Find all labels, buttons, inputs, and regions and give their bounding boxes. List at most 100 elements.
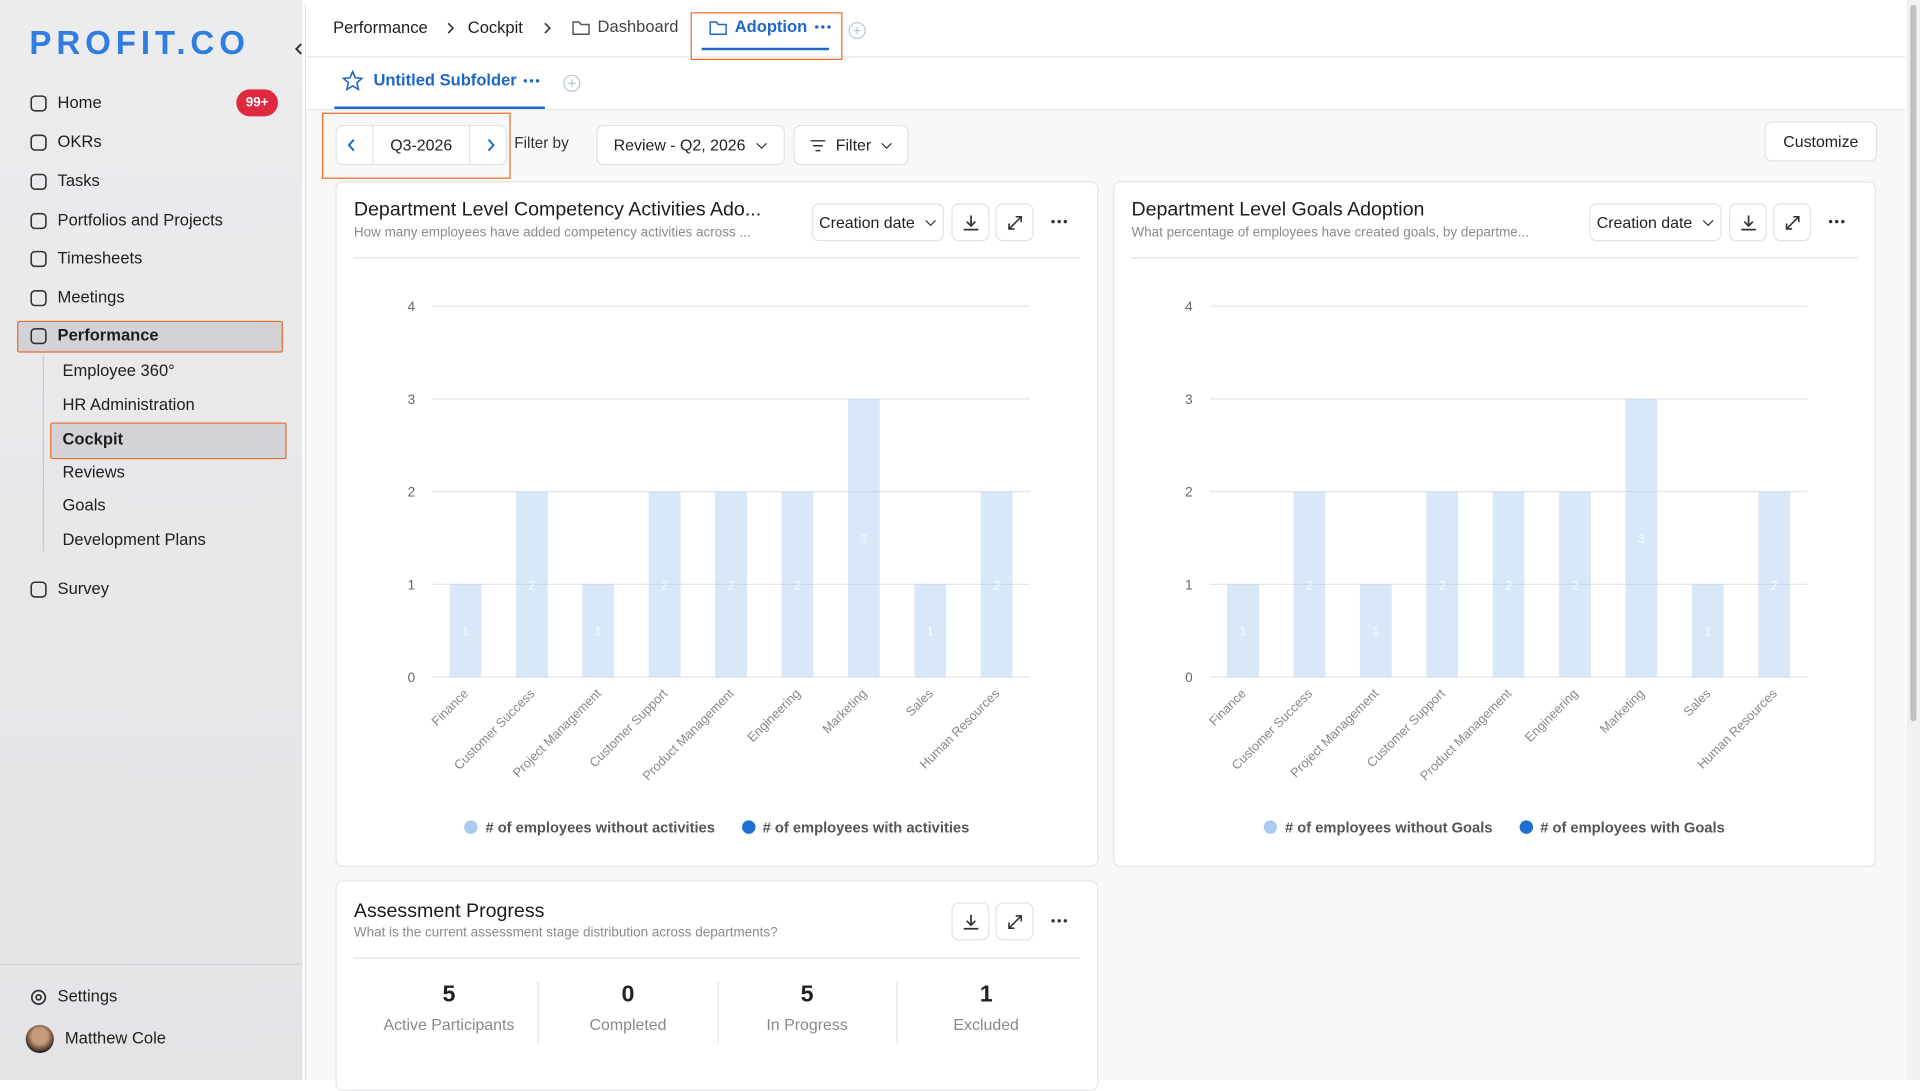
stat: 0 Completed	[537, 982, 717, 1044]
data-label: 3	[860, 532, 867, 546]
bar[interactable]	[1691, 584, 1724, 678]
download[interactable]	[1728, 203, 1767, 242]
divider	[306, 108, 1906, 111]
data-label: 2	[1306, 578, 1313, 592]
legend-item[interactable]: # of employees without Goals	[1264, 819, 1492, 836]
add-subtab[interactable]	[562, 73, 582, 93]
y-tick-label: 2	[408, 485, 415, 500]
stat-label: Completed	[589, 1015, 667, 1034]
nav-item[interactable]: Meetings	[57, 287, 125, 307]
bar[interactable]	[781, 491, 814, 678]
stats: 5 Active Participants 0 Completed 5 In Progre…	[360, 982, 1075, 1044]
breadcrumb[interactable]: Performance	[333, 18, 428, 37]
card-title: Assessment Progress	[353, 901, 545, 923]
expand[interactable]	[995, 902, 1034, 941]
stat-value: 5	[442, 982, 456, 1008]
download[interactable]	[951, 902, 990, 941]
y-tick-label: 0	[1185, 670, 1192, 685]
legend-item[interactable]: # of employees without activities	[464, 819, 715, 836]
nav-item[interactable]: Timesheets	[57, 248, 143, 267]
stat-label: Active Participants	[383, 1015, 515, 1034]
bar[interactable]	[1559, 491, 1591, 678]
data-label: 1	[1704, 625, 1711, 639]
bar[interactable]	[449, 584, 482, 678]
data-label: 2	[1771, 578, 1778, 592]
more-icon[interactable]	[814, 24, 831, 29]
chart-card: Department Level Goals Adoption What perc…	[1113, 181, 1876, 867]
bar[interactable]	[582, 584, 615, 678]
filter-button[interactable]: Filter	[793, 124, 909, 166]
bar[interactable]	[1227, 584, 1259, 678]
bar[interactable]	[1758, 491, 1791, 678]
data-label: 2	[1505, 578, 1512, 592]
legend-item[interactable]: # of employees with activities	[741, 819, 970, 837]
scrollbar[interactable]	[1906, 0, 1920, 1081]
nav-sub-item[interactable]: HR Administration	[62, 395, 195, 414]
prev[interactable]	[337, 126, 366, 164]
icon-shape	[30, 173, 47, 190]
data-label: 2	[1439, 578, 1446, 592]
nav-item[interactable]: Portfolios and Projects	[57, 210, 223, 229]
bar[interactable]	[515, 491, 548, 678]
more-icon[interactable]	[1051, 219, 1068, 224]
bar[interactable]	[980, 491, 1013, 678]
date-filter[interactable]: Creation date	[811, 203, 945, 242]
download[interactable]	[951, 203, 990, 242]
nav-item[interactable]: Performance	[57, 325, 159, 345]
stat-label: In Progress	[766, 1015, 848, 1034]
y-tick-label: 1	[1185, 577, 1192, 592]
nav-settings[interactable]: Settings	[57, 986, 118, 1006]
bar[interactable]	[1625, 398, 1658, 678]
tab-active[interactable]: Adoption	[734, 17, 808, 36]
nav-icon	[30, 327, 47, 345]
bar[interactable]	[1492, 491, 1525, 678]
chart-card: Department Level Competency Activities A…	[335, 181, 1099, 867]
review-dropdown[interactable]: Review - Q2, 2026	[596, 124, 785, 166]
bar[interactable]	[1426, 491, 1459, 678]
stat: 1 Excluded	[896, 982, 1075, 1044]
breadcrumb[interactable]: Cockpit	[467, 18, 523, 37]
nav-item[interactable]: OKRs	[57, 132, 102, 151]
period-selector: Q3-2026	[335, 124, 507, 166]
period[interactable]: Q3-2026	[371, 126, 471, 165]
bar[interactable]	[1359, 584, 1392, 678]
logo[interactable]: PROFIT.CO	[29, 24, 250, 62]
add-tab[interactable]	[847, 21, 867, 41]
more-icon[interactable]	[523, 78, 540, 83]
more-icon[interactable]	[1828, 219, 1845, 224]
nav-sub-item[interactable]: Employee 360°	[62, 361, 175, 380]
nav-sub-item[interactable]: Goals	[62, 495, 106, 515]
legend-item[interactable]: # of employees with Goals	[1519, 819, 1725, 836]
expand[interactable]	[995, 203, 1034, 242]
nav-item[interactable]: Survey	[57, 579, 110, 598]
bar[interactable]	[847, 398, 880, 678]
collapse-icon[interactable]	[293, 42, 305, 57]
nav-item[interactable]: Tasks	[57, 171, 100, 190]
date-filter[interactable]: Creation date	[1589, 203, 1722, 242]
more-icon[interactable]	[1051, 918, 1068, 923]
legend-label: # of employees with activities	[762, 819, 970, 837]
breadcrumb[interactable]: Dashboard	[597, 17, 679, 36]
data-label: 1	[595, 625, 602, 639]
folder-icon	[572, 21, 590, 36]
subtab[interactable]: Untitled Subfolder	[373, 71, 517, 90]
legend-dot	[464, 820, 479, 834]
legend: # of employees without Goals # of employe…	[1114, 819, 1874, 836]
bar[interactable]	[1293, 491, 1326, 678]
data-label: 2	[1572, 578, 1579, 592]
nav-item[interactable]: Home	[57, 93, 102, 112]
subtab-underline	[334, 106, 545, 109]
nav-sub-item[interactable]: Development Plans	[62, 530, 206, 549]
nav-sub-item[interactable]: Cockpit	[62, 429, 124, 449]
bar[interactable]	[715, 491, 747, 678]
bar[interactable]	[648, 491, 681, 678]
next[interactable]	[476, 126, 505, 164]
expand[interactable]	[1773, 203, 1812, 242]
user-name[interactable]: Matthew Cole	[64, 1028, 166, 1047]
bar[interactable]	[914, 584, 947, 678]
avatar[interactable]	[25, 1024, 54, 1054]
nav-sub-item[interactable]: Reviews	[62, 462, 125, 482]
customize-button[interactable]: Customize	[1764, 121, 1878, 162]
stat: 5 Active Participants	[360, 982, 538, 1043]
card-subtitle: What is the current assessment stage dis…	[353, 925, 778, 941]
